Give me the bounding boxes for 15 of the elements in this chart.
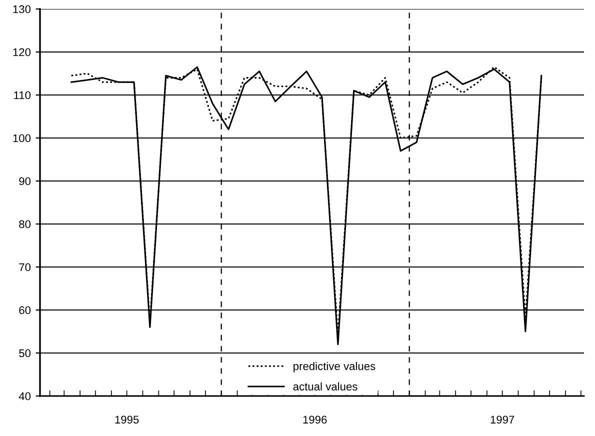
x-tick-label: 1995: [115, 416, 139, 424]
y-tick-label: 120: [13, 48, 31, 56]
y-tick-label: 70: [19, 263, 31, 272]
legend-label: actual values: [293, 382, 358, 390]
y-tick-label: 80: [19, 220, 31, 228]
y-tick-label: 100: [13, 134, 31, 142]
y-tick-label: 60: [19, 306, 31, 314]
legend-label: predictive values: [294, 362, 376, 372]
y-tick-label: 90: [19, 177, 31, 186]
x-tick-label: 1997: [490, 416, 514, 424]
x-tick-label: 1996: [303, 416, 327, 424]
y-tick-label: 50: [19, 349, 31, 358]
y-tick-label: 130: [13, 5, 31, 14]
y-tick-label: 40: [18, 392, 31, 400]
y-tick-label: 110: [14, 91, 31, 100]
